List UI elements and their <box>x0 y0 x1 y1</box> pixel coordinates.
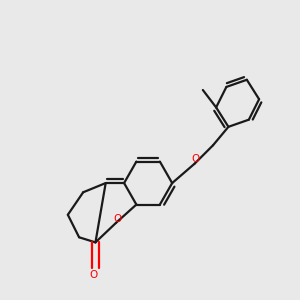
Text: O: O <box>90 271 98 281</box>
Text: O: O <box>192 154 200 164</box>
Text: O: O <box>113 214 122 224</box>
